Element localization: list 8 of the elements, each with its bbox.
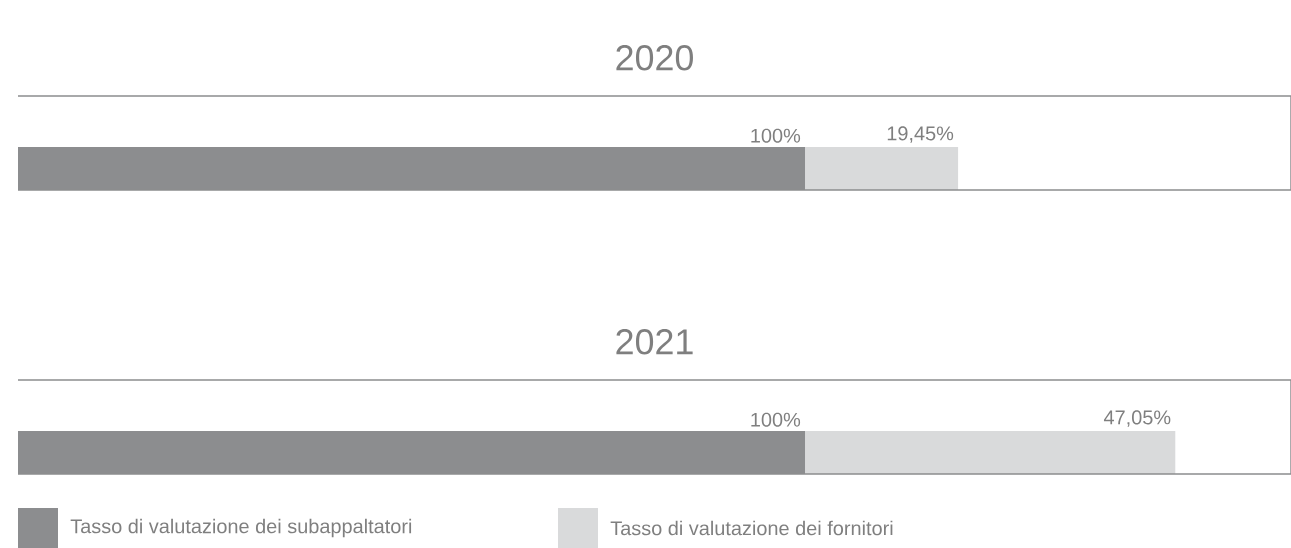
legend-label: Tasso di valutazione dei subappaltatori: [70, 518, 412, 538]
data-label: 19,45%: [887, 126, 954, 143]
chart-title: 2021: [616, 329, 693, 355]
data-label: 100%: [751, 128, 801, 143]
data-label: 100%: [751, 412, 801, 427]
chart-title: 2020: [616, 45, 693, 71]
data-label: 47,05%: [1103, 410, 1171, 427]
legend-label: Tasso di valutazione dei fornitori: [610, 520, 893, 536]
